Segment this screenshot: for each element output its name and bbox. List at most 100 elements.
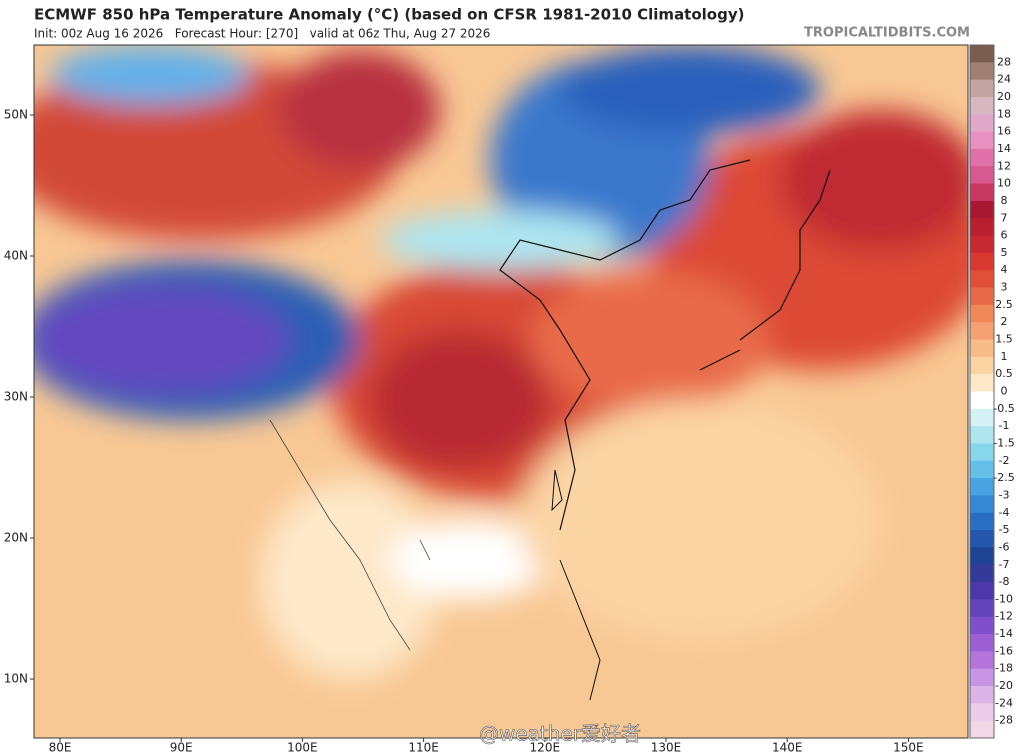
colorbar-label: 2 (1001, 315, 1008, 328)
colorbar-swatch (970, 668, 994, 687)
colorbar-swatch (970, 114, 994, 133)
colorbar-swatch (970, 166, 994, 185)
colorbar-label: 7 (1001, 211, 1008, 224)
source: TROPICALTIDBITS.COM (804, 26, 970, 41)
colorbar-label: 0 (1001, 385, 1008, 398)
colorbar-swatch (970, 200, 994, 219)
colorbar-label: -4 (999, 506, 1010, 519)
colorbar-label: -14 (995, 627, 1013, 640)
colorbar-label: 28 (997, 55, 1011, 68)
colorbar-label: -28 (995, 714, 1013, 727)
colorbar-label: 1.5 (995, 333, 1013, 346)
colorbar-label: 12 (997, 159, 1011, 172)
map (34, 45, 968, 738)
colorbar-swatch (970, 564, 994, 583)
colorbar-swatch (970, 252, 994, 271)
colorbar-label: 5 (1001, 246, 1008, 259)
colorbar-label: -12 (995, 610, 1013, 623)
colorbar-label: -6 (999, 540, 1010, 553)
colorbar-swatch (970, 304, 994, 323)
colorbar-label: 4 (1001, 263, 1008, 276)
colorbar-swatch (970, 443, 994, 462)
colorbar-label: -8 (999, 575, 1010, 588)
colorbar-label: 24 (997, 73, 1011, 86)
colorbar-label: 10 (997, 177, 1011, 190)
colorbar-label: -7 (999, 558, 1010, 571)
lon-label: 100E (287, 741, 318, 755)
colorbar-label: 14 (997, 142, 1011, 155)
colorbar-label: -2 (999, 454, 1010, 467)
colorbar-label: -16 (995, 644, 1013, 657)
lon-label: 150E (893, 741, 924, 755)
lat-axis: 50N 40N 30N 20N 10N (4, 108, 34, 686)
colorbar-swatch (970, 582, 994, 600)
colorbar-swatch (970, 235, 994, 254)
colorbar-label: -1.5 (993, 436, 1014, 449)
colorbar-swatch (970, 651, 994, 670)
colorbar-swatch (970, 374, 994, 392)
lon-label: 80E (49, 741, 72, 755)
colorbar-label: 6 (1001, 229, 1008, 242)
lat-label: 40N (4, 249, 28, 263)
colorbar-label: 1 (1001, 350, 1008, 363)
lat-label: 10N (4, 672, 28, 686)
colorbar-swatch (970, 547, 994, 566)
colorbar-swatch (970, 530, 994, 548)
lon-label: 140E (772, 741, 803, 755)
map-frame (33, 44, 969, 739)
lon-label: 110E (408, 741, 439, 755)
colorbar-swatch (970, 270, 994, 289)
colorbar-swatch (970, 426, 994, 444)
colorbar-label: -24 (995, 696, 1013, 709)
colorbar-label: 16 (997, 125, 1011, 138)
colorbar-swatch (970, 148, 994, 167)
colorbar-swatch (970, 183, 994, 202)
colorbar-label: -0.5 (993, 402, 1014, 415)
colorbar-swatch (970, 339, 994, 358)
colorbar-label: -20 (995, 679, 1013, 692)
colorbar-swatch (970, 634, 994, 652)
colorbar-swatch (970, 287, 994, 306)
colorbar-swatch (970, 512, 994, 531)
colorbar-label: 0.5 (995, 367, 1013, 380)
colorbar-label: 8 (1001, 194, 1008, 207)
colorbar-swatch (970, 96, 994, 115)
lat-label: 20N (4, 531, 28, 545)
colorbar-label: -10 (995, 592, 1013, 605)
colorbar-label: -5 (999, 523, 1010, 536)
lon-axis: 80E 90E 100E 110E 120E 130E 140E 150E (49, 738, 924, 755)
colorbar-label: -3 (999, 488, 1010, 501)
lat-label: 30N (4, 390, 28, 404)
colorbar-swatch (970, 460, 994, 479)
colorbar-swatch (970, 495, 994, 514)
colorbar-swatch (970, 599, 994, 618)
colorbar-swatch (970, 45, 994, 63)
colorbar-label: -2.5 (993, 471, 1014, 484)
colorbar-label: 20 (997, 90, 1011, 103)
colorbar-swatch (970, 616, 994, 635)
lon-label: 120E (530, 741, 561, 755)
colorbar-swatch (970, 322, 994, 341)
subtitle: Init: 00z Aug 16 2026 Forecast Hour: [27… (34, 27, 490, 41)
colorbar-swatch (970, 218, 994, 237)
colorbar-frame (969, 44, 995, 739)
colorbar-swatch (970, 720, 994, 739)
colorbar-swatch (970, 79, 994, 98)
colorbar-swatch (970, 62, 994, 81)
watermark: @weather爱好者 (479, 722, 641, 746)
lon-label: 90E (170, 741, 193, 755)
title: ECMWF 850 hPa Temperature Anomaly (°C) (… (34, 6, 744, 24)
colorbar-label: 2.5 (995, 298, 1013, 311)
colorbar-label: 18 (997, 107, 1011, 120)
colorbar-swatch (970, 356, 994, 375)
colorbar-label: -1 (999, 419, 1010, 432)
colorbar-swatch (970, 391, 994, 410)
colorbar-swatch (970, 131, 994, 150)
colorbar-swatch (970, 478, 994, 496)
colorbar: 28 24 20 18 16 14 12 10 8 7 6 5 4 3 2.5 2 1.5 1 0.5 0 -0.5 -1… (969, 44, 1015, 739)
colorbar-label: -18 (995, 662, 1013, 675)
lat-label: 50N (4, 108, 28, 122)
lon-label: 130E (651, 741, 682, 755)
colorbar-swatch (970, 408, 994, 427)
